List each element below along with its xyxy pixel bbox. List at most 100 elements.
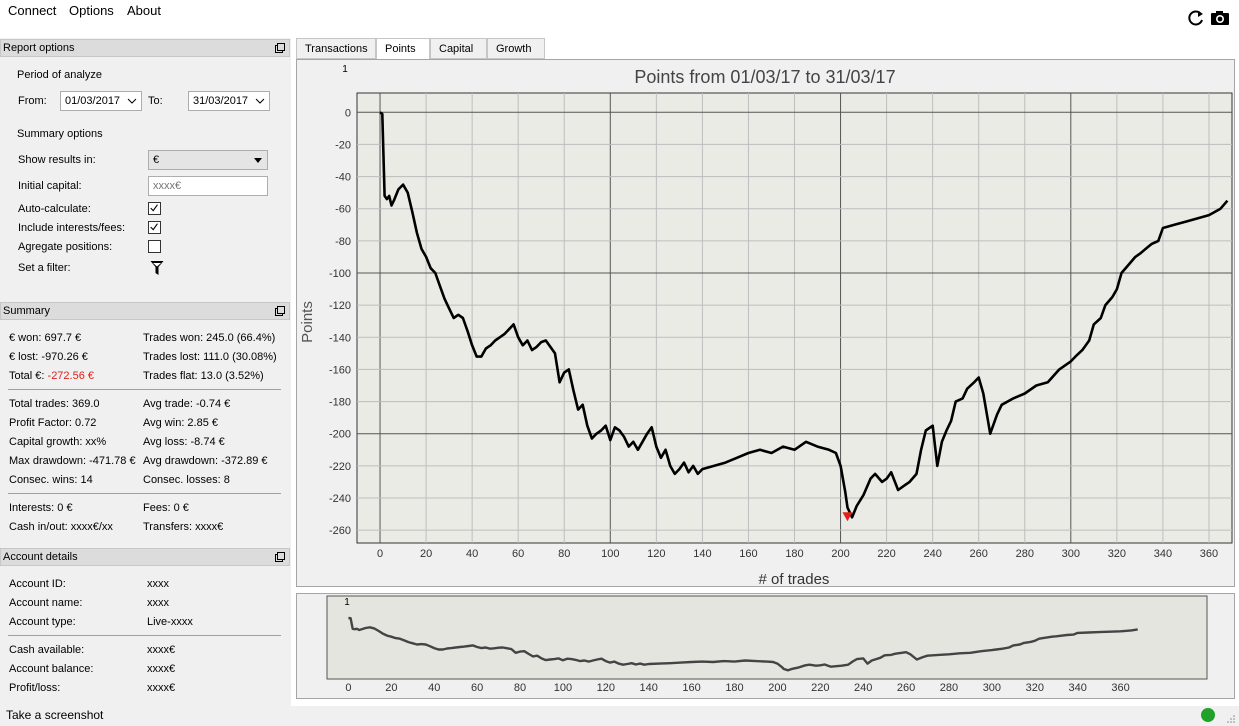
overview-chart-frame: 1 0 20 40 60 80 100 120 140 160 180 200 220 240 260 28…: [296, 593, 1235, 699]
transfers-stat: Transfers: xxxx€: [143, 521, 224, 533]
overview-x-tick-label: 120: [597, 682, 615, 694]
profit-loss-label: Profit/loss:: [9, 682, 61, 694]
grid: [357, 93, 1232, 543]
overview-corner-label: 1: [344, 597, 350, 608]
consec-losses-stat: Consec. losses: 8: [143, 474, 230, 486]
filter-icon[interactable]: [150, 260, 164, 276]
x-tick-label: 180: [785, 548, 803, 560]
divider: [8, 635, 281, 636]
points-chart[interactable]: 1 Points from 01/03/17 to 31/03/17 0 20 40…: [297, 60, 1234, 588]
resize-grip-icon[interactable]: [1226, 714, 1236, 724]
x-tick-label: 360: [1200, 548, 1218, 560]
x-tick-label: 300: [1062, 548, 1080, 560]
y-tick-label: -60: [335, 204, 351, 216]
fees-stat: Fees: 0 €: [143, 502, 189, 514]
left-panel: Report options Period of analyze From: 0…: [0, 38, 291, 706]
dropdown-arrow-icon: [254, 158, 262, 163]
overview-x-tick-label: 20: [385, 682, 397, 694]
trades-flat-stat: Trades flat: 13.0 (3.52%): [143, 370, 264, 382]
overview-x-tick-label: 260: [897, 682, 915, 694]
divider: [8, 389, 281, 390]
cash-inout-stat: Cash in/out: xxxx€/xx: [9, 521, 113, 533]
account-details-title: Account details: [3, 551, 78, 563]
aggregate-checkbox[interactable]: [148, 240, 161, 253]
menu-bar: Connect Options About: [0, 0, 1239, 36]
divider: [8, 493, 281, 494]
x-tick-labels: 0 20 40 60 80 100 120 140 160 180 200 220 240 260 280 3…: [377, 548, 1218, 560]
tab-capital[interactable]: Capital: [430, 38, 487, 59]
period-label: Period of analyze: [17, 69, 102, 81]
y-tick-label: -240: [329, 493, 351, 505]
cash-available-value: xxxx€: [147, 644, 176, 656]
x-tick-label: 340: [1154, 548, 1172, 560]
tab-transactions[interactable]: Transactions: [296, 38, 376, 59]
undock-icon[interactable]: [275, 306, 285, 316]
x-tick-label: 40: [466, 548, 478, 560]
overview-series-line: [348, 616, 1138, 672]
overview-chart[interactable]: 1 0 20 40 60 80 100 120 140 160 180 200 220 240 260 28…: [297, 594, 1234, 698]
menu-connect[interactable]: Connect: [8, 3, 57, 18]
profit-factor-stat: Profit Factor: 0.72: [9, 417, 97, 429]
won-stat: € won: 697.7 €: [9, 332, 82, 344]
initial-capital-input[interactable]: [148, 176, 268, 196]
account-name-value: xxxx: [147, 597, 169, 609]
consec-wins-stat: Consec. wins: 14: [9, 474, 93, 486]
y-tick-label: 0: [345, 107, 351, 119]
total-value: -272.56 €: [47, 370, 95, 382]
undock-icon[interactable]: [275, 43, 285, 53]
checkmark-icon: [150, 223, 158, 231]
report-options-header: Report options: [0, 39, 290, 57]
overview-x-tick-label: 220: [811, 682, 829, 694]
overview-x-tick-label: 0: [345, 682, 351, 694]
auto-calc-checkbox[interactable]: [148, 202, 161, 215]
from-date-input[interactable]: 01/03/2017: [60, 91, 142, 111]
y-tick-label: -20: [335, 139, 351, 151]
show-results-select[interactable]: €: [148, 150, 268, 170]
tab-growth[interactable]: Growth: [487, 38, 545, 59]
profit-loss-value: xxxx€: [147, 682, 176, 694]
overview-x-tick-label: 280: [940, 682, 958, 694]
overview-x-tick-label: 240: [854, 682, 872, 694]
tab-points[interactable]: Points: [376, 38, 430, 60]
menu-options[interactable]: Options: [69, 3, 114, 18]
y-axis-label: Points: [299, 301, 316, 343]
avg-loss-stat: Avg loss: -8.74 €: [143, 436, 225, 448]
account-id-value: xxxx: [147, 578, 169, 590]
y-tick-label: -260: [329, 525, 351, 537]
x-tick-label: 80: [558, 548, 570, 560]
to-date-input[interactable]: 31/03/2017: [188, 91, 270, 111]
to-date-value: 31/03/2017: [193, 95, 249, 107]
account-details-header: Account details: [0, 548, 290, 566]
lost-stat: € lost: -970.26 €: [9, 351, 88, 363]
aggregate-label: Agregate positions:: [18, 241, 113, 253]
account-name-label: Account name:: [9, 597, 83, 609]
points-chart-frame: 1 Points from 01/03/17 to 31/03/17 0 20 40…: [296, 59, 1235, 588]
x-tick-label: 260: [970, 548, 988, 560]
from-label: From:: [18, 95, 47, 107]
status-bar: Take a screenshot: [0, 706, 1239, 726]
overview-selection[interactable]: [326, 595, 1208, 680]
x-tick-label: 60: [512, 548, 524, 560]
total-trades-stat: Total trades: 369.0: [9, 398, 100, 410]
show-results-value: €: [153, 154, 160, 166]
x-tick-label: 120: [647, 548, 665, 560]
avg-drawdown-stat: Avg drawdown: -372.89 €: [143, 455, 268, 467]
y-tick-label: -160: [329, 364, 351, 376]
menu-about[interactable]: About: [127, 3, 161, 18]
overview-x-tick-label: 160: [682, 682, 700, 694]
status-text: Take a screenshot: [6, 708, 104, 722]
include-fees-checkbox[interactable]: [148, 221, 161, 234]
x-tick-label: 20: [420, 548, 432, 560]
total-label: Total €:: [9, 370, 48, 382]
y-tick-label: -40: [335, 172, 351, 184]
camera-icon[interactable]: [1210, 8, 1230, 28]
overview-x-tick-label: 60: [471, 682, 483, 694]
overview-x-tick-label: 320: [1026, 682, 1044, 694]
interests-stat: Interests: 0 €: [9, 502, 73, 514]
trades-won-stat: Trades won: 245.0 (66.4%): [143, 332, 276, 344]
include-fees-label: Include interests/fees:: [18, 222, 126, 234]
overview-x-tick-labels: 0 20 40 60 80 100 120 140 160 180 200 220 240 260 280 3…: [345, 682, 1129, 694]
y-tick-label: -220: [329, 461, 351, 473]
refresh-icon[interactable]: [1186, 8, 1206, 28]
undock-icon[interactable]: [275, 552, 285, 562]
